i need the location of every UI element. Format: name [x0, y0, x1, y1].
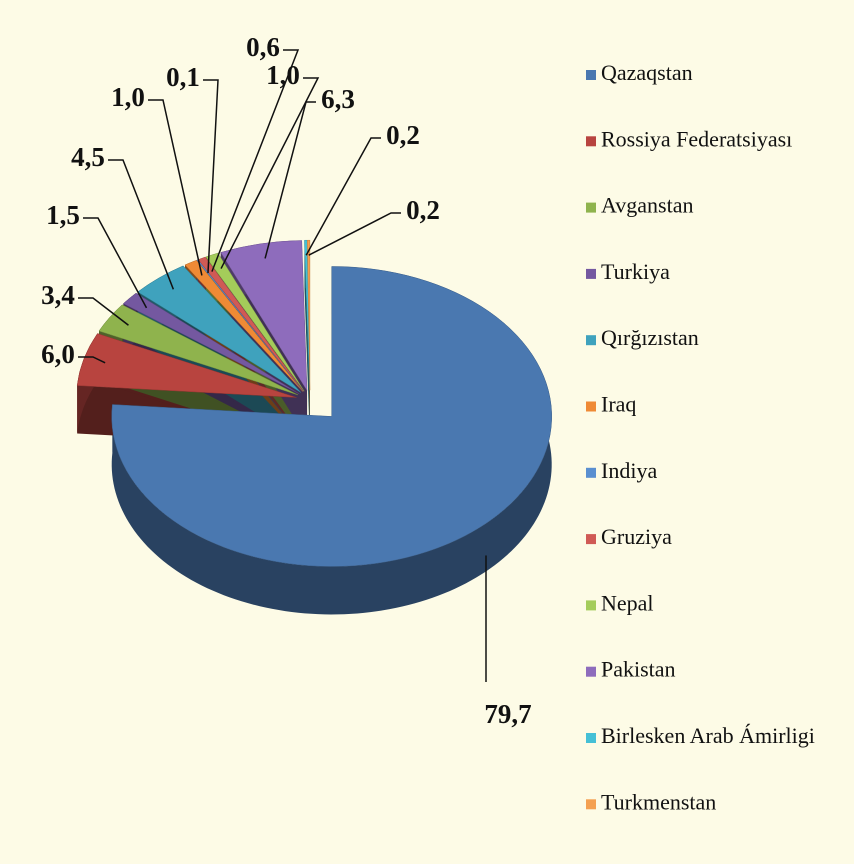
leader-line [305, 137, 381, 256]
slice [307, 239, 311, 391]
leader-line [211, 49, 300, 272]
data-label: 0,2 [386, 120, 420, 150]
leader-line [203, 79, 219, 274]
data-label: 1,0 [266, 60, 300, 90]
data-label: 6,0 [41, 339, 75, 369]
legend-label: Birlesken Arab Ámirligi [601, 723, 815, 748]
legend-label: Qırğızıstan [601, 325, 699, 350]
legend-label: Avganstan [601, 193, 693, 218]
legend-swatch [586, 799, 596, 810]
leader-line [148, 99, 203, 276]
slice [76, 333, 297, 398]
legend-label: Qazaqstan [601, 60, 693, 85]
slice [122, 292, 300, 394]
data-label: 4,5 [71, 142, 105, 172]
slice [98, 304, 299, 396]
legend-label: Turkiya [601, 259, 670, 284]
data-label: 1,0 [111, 82, 145, 112]
data-label: 6,3 [321, 84, 355, 114]
data-label: 1,5 [46, 200, 80, 230]
leader-line [108, 159, 175, 290]
slice [111, 266, 552, 567]
legend-label: Nepal [601, 590, 654, 615]
data-label: 3,4 [41, 280, 75, 310]
legend-label: Indiya [601, 458, 657, 483]
legend-label: Pakistan [601, 657, 676, 682]
legend-label: Rossiya Federatsiyası [601, 126, 792, 151]
leader-line [83, 217, 148, 309]
legend-swatch [586, 335, 596, 346]
legend-swatch [586, 268, 596, 279]
legend-swatch [586, 202, 596, 213]
data-label: 0,2 [406, 195, 440, 225]
leader-line [78, 297, 129, 326]
legend-swatch [586, 401, 596, 412]
data-label: 0,6 [246, 32, 280, 62]
data-label: 79,7 [484, 699, 531, 729]
slice [184, 260, 304, 392]
legend-label: Iraq [601, 392, 636, 417]
legend-swatch [586, 70, 596, 80]
legend-label: Turkmenstan [601, 789, 716, 814]
legend-swatch [586, 467, 596, 478]
legend-swatch [586, 733, 596, 743]
leader-line [264, 101, 316, 259]
leader-line [308, 212, 401, 256]
leader-line [220, 77, 320, 269]
legend-label: Gruziya [601, 524, 672, 549]
slice [220, 240, 308, 392]
data-label: 0,1 [166, 62, 200, 92]
legend-swatch [586, 136, 596, 147]
leader-line [78, 356, 106, 364]
legend-swatch [586, 600, 596, 611]
slice-wall [304, 240, 310, 439]
legend-swatch [586, 534, 596, 545]
slice [205, 252, 305, 392]
legend-swatch [586, 666, 596, 677]
